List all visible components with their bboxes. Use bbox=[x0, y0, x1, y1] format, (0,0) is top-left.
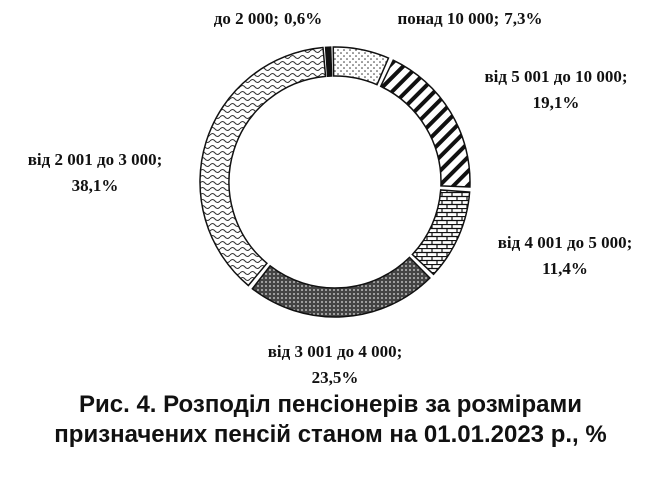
donut-segment bbox=[411, 189, 471, 276]
category-label: від 5 001 до 10 000; bbox=[484, 67, 627, 86]
donut-segment bbox=[332, 46, 390, 86]
donut-segment bbox=[251, 256, 431, 318]
category-label: понад 10 000; bbox=[397, 9, 499, 28]
data-label: від 2 001 до 3 000; 38,1% bbox=[28, 150, 163, 195]
donut-segment bbox=[199, 46, 327, 287]
category-label: від 3 001 до 4 000; bbox=[268, 342, 403, 361]
value-label: 23,5% bbox=[312, 368, 359, 387]
donut-segment bbox=[379, 59, 471, 188]
data-label: до 2 000; 0,6% bbox=[214, 9, 323, 28]
category-label: від 4 001 до 5 000; bbox=[498, 233, 633, 252]
value-label: 7,3% bbox=[504, 9, 542, 28]
value-label: 19,1% bbox=[533, 93, 580, 112]
chart: до 2 000; 0,6% понад 10 000; 7,3% від 5 001 … bbox=[28, 9, 633, 387]
data-label: від 4 001 до 5 000; 11,4% bbox=[498, 233, 633, 278]
value-label: 11,4% bbox=[542, 259, 588, 278]
donut-segment bbox=[324, 46, 333, 78]
category-label: від 2 001 до 3 000; bbox=[28, 150, 163, 169]
data-label: від 5 001 до 10 000; 19,1% bbox=[484, 67, 627, 112]
value-label: 0,6% bbox=[284, 9, 322, 28]
data-label: від 3 001 до 4 000; 23,5% bbox=[268, 342, 403, 387]
caption: Рис. 4. Розподіл пенсіонерів за розмірам… bbox=[54, 391, 607, 448]
data-label: понад 10 000; 7,3% bbox=[397, 9, 542, 28]
value-label: 38,1% bbox=[72, 176, 119, 195]
category-label: до 2 000; bbox=[214, 9, 279, 28]
